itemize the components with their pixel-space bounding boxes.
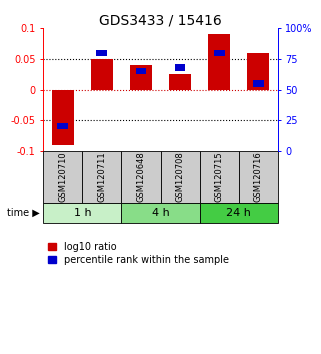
Text: 1 h: 1 h: [74, 208, 91, 218]
Text: 24 h: 24 h: [226, 208, 251, 218]
Bar: [253, 80, 264, 86]
FancyBboxPatch shape: [239, 151, 278, 203]
Text: time ▶: time ▶: [7, 208, 40, 218]
Legend: log10 ratio, percentile rank within the sample: log10 ratio, percentile rank within the …: [48, 242, 229, 265]
Bar: [130, 65, 152, 90]
FancyBboxPatch shape: [82, 151, 121, 203]
Bar: [57, 123, 68, 130]
Text: GSM120710: GSM120710: [58, 152, 67, 202]
Bar: [208, 34, 230, 90]
Text: GSM120648: GSM120648: [136, 152, 145, 202]
Text: GSM120708: GSM120708: [176, 152, 185, 202]
Bar: [213, 50, 225, 56]
Text: GSM120716: GSM120716: [254, 152, 263, 202]
Bar: [135, 68, 146, 74]
FancyBboxPatch shape: [43, 203, 121, 223]
Bar: [247, 53, 269, 90]
Bar: [175, 64, 186, 70]
Text: GSM120711: GSM120711: [97, 152, 107, 202]
Bar: [169, 74, 191, 90]
FancyBboxPatch shape: [160, 151, 200, 203]
Text: 4 h: 4 h: [152, 208, 169, 218]
FancyBboxPatch shape: [200, 151, 239, 203]
FancyBboxPatch shape: [43, 151, 82, 203]
FancyBboxPatch shape: [200, 203, 278, 223]
FancyBboxPatch shape: [121, 203, 200, 223]
Title: GDS3433 / 15416: GDS3433 / 15416: [99, 13, 222, 27]
Bar: [52, 90, 74, 145]
Bar: [91, 59, 113, 90]
Bar: [96, 50, 108, 56]
Text: GSM120715: GSM120715: [214, 152, 224, 202]
FancyBboxPatch shape: [121, 151, 160, 203]
